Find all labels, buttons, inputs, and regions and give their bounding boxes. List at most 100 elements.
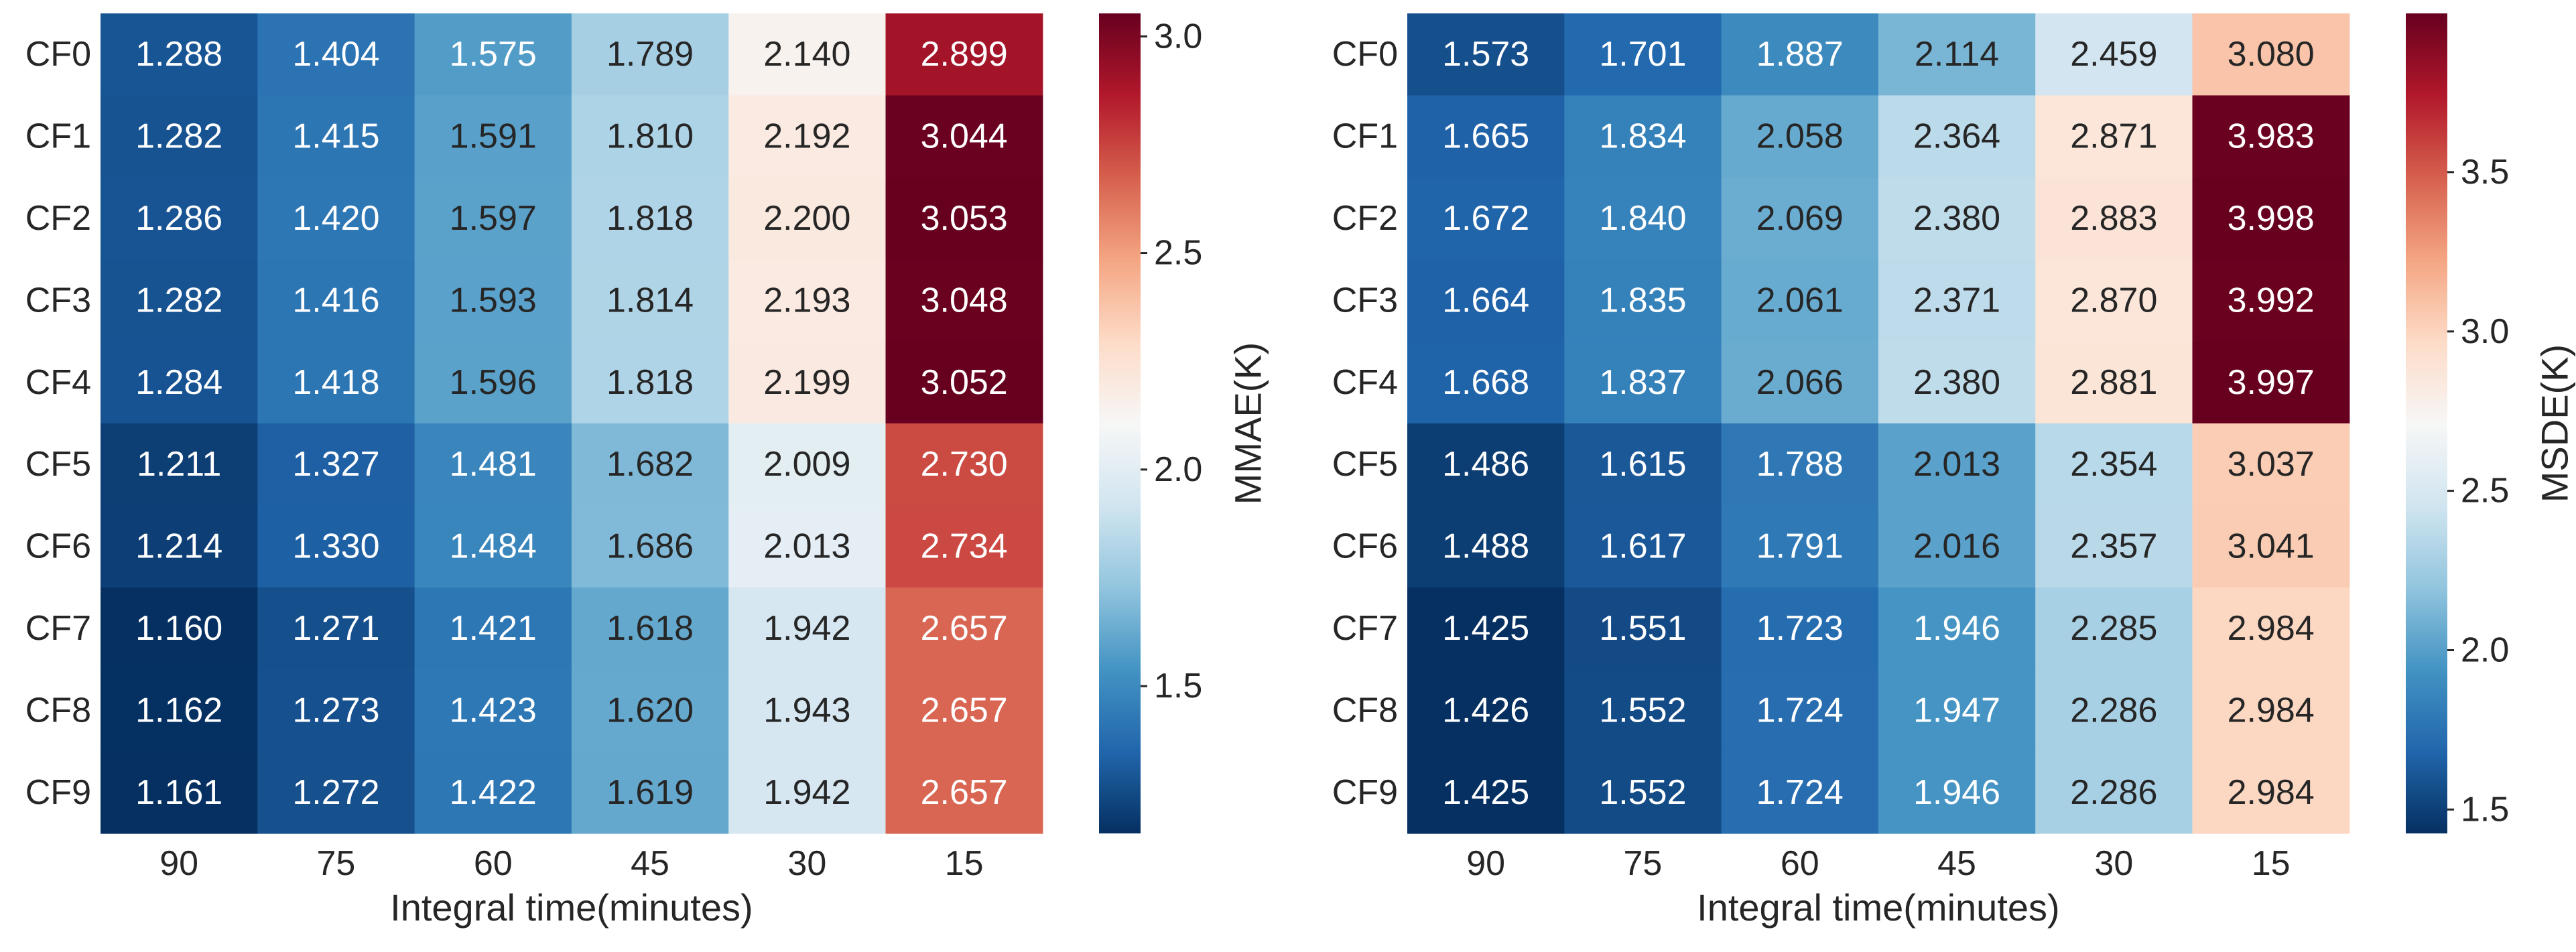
- cell-value-label: 3.041: [2228, 527, 2315, 566]
- cell-value-label: 1.426: [1442, 691, 1529, 730]
- cell-value-label: 1.330: [292, 527, 379, 566]
- cell-value-label: 1.789: [606, 35, 694, 74]
- cell-value-label: 1.791: [1756, 527, 1844, 566]
- cell-value-label: 1.814: [606, 281, 694, 320]
- cell-value-label: 3.053: [921, 199, 1008, 238]
- cell-value-label: 1.211: [137, 445, 221, 484]
- cell-value-label: 2.009: [763, 445, 850, 484]
- cell-value-label: 1.810: [606, 117, 694, 156]
- colorbar-gradient: [2406, 13, 2447, 833]
- cell-value-label: 2.984: [2228, 691, 2315, 730]
- cell-value-label: 1.837: [1599, 363, 1686, 402]
- y-tick-label: CF9: [25, 773, 91, 812]
- x-tick-label: 30: [2094, 844, 2133, 883]
- colorbar: 1.52.02.53.0MMAE(K): [1099, 13, 1269, 833]
- cell-value-label: 1.425: [1442, 609, 1529, 648]
- cell-value-label: 1.404: [292, 35, 379, 74]
- cell-value-label: 1.619: [606, 773, 694, 812]
- cell-value-label: 1.665: [1442, 117, 1529, 156]
- cell-value-label: 1.273: [292, 691, 379, 730]
- figure: 1.288 1.404 1.575 1.789 2.140 2.899 1.282 1.415…: [0, 0, 2576, 949]
- cell-value-label: 2.899: [921, 35, 1008, 74]
- y-tick-label: CF3: [25, 281, 91, 320]
- cell-value-label: 1.282: [135, 281, 222, 320]
- cell-value-label: 3.044: [921, 117, 1008, 156]
- y-tick-label: CF0: [1332, 35, 1398, 74]
- x-tick-label: 75: [317, 844, 356, 883]
- cell-value-label: 1.288: [135, 35, 222, 74]
- x-axis-title: Integral time(minutes): [1697, 886, 2060, 929]
- heatmap-cells: 1.573 1.701 1.887 2.114 2.459 3.0801.665 1.834…: [1407, 13, 2349, 834]
- heatmap-panel-1: 1.288 1.404 1.575 1.789 2.140 2.8991.282 1.415…: [25, 13, 1269, 929]
- cell-value-label: 1.488: [1442, 527, 1529, 566]
- cell-value-label: 1.835: [1599, 281, 1686, 320]
- x-tick-label: 90: [159, 844, 198, 883]
- y-tick-label: CF4: [1332, 363, 1398, 402]
- y-tick-label: CF9: [1332, 773, 1398, 812]
- cell-value-label: 2.069: [1756, 199, 1844, 238]
- cell-value-label: 2.883: [2070, 199, 2157, 238]
- cell-value-label: 3.992: [2228, 281, 2315, 320]
- heatmap-panel-2: 1.573 1.701 1.887 2.114 2.459 3.0801.665 1.834…: [1332, 13, 2576, 929]
- y-axis: CF0CF1CF2CF3CF4CF5CF6CF7CF8CF9: [25, 35, 91, 812]
- cell-value-label: 2.114: [1915, 35, 1999, 74]
- cell-value-label: 1.552: [1599, 691, 1686, 730]
- cell-value-label: 1.284: [135, 363, 222, 402]
- cell-value-label: 1.942: [763, 609, 850, 648]
- colorbar-tick-label: 3.0: [2461, 312, 2509, 351]
- x-tick-label: 75: [1624, 844, 1663, 883]
- cell-value-label: 2.371: [1913, 281, 2000, 320]
- y-tick-label: CF6: [25, 527, 91, 566]
- cell-value-label: 2.657: [921, 773, 1008, 812]
- cell-value-label: 1.818: [606, 363, 694, 402]
- cell-value-label: 2.016: [1913, 527, 2000, 566]
- cell-value-label: 2.013: [763, 527, 850, 566]
- cell-value-label: 1.943: [763, 691, 850, 730]
- cell-value-label: 1.618: [606, 609, 694, 648]
- y-tick-label: CF8: [1332, 691, 1398, 730]
- cell-value-label: 1.946: [1913, 773, 2000, 812]
- cell-value-label: 2.200: [763, 199, 850, 238]
- cell-value-label: 2.657: [921, 609, 1008, 648]
- cell-value-label: 3.983: [2228, 117, 2315, 156]
- cell-value-label: 1.788: [1756, 445, 1844, 484]
- cell-value-label: 1.415: [292, 117, 379, 156]
- cell-value-label: 1.160: [135, 609, 222, 648]
- x-tick-label: 60: [474, 844, 513, 883]
- x-tick-label: 30: [787, 844, 826, 883]
- x-tick-label: 15: [2252, 844, 2291, 883]
- cell-value-label: 1.668: [1442, 363, 1529, 402]
- cell-value-label: 2.066: [1756, 363, 1844, 402]
- colorbar-tick-label: 3.5: [2461, 153, 2509, 192]
- cell-value-label: 2.459: [2070, 35, 2157, 74]
- cell-value-label: 2.730: [921, 445, 1008, 484]
- heatmap-cells: 1.288 1.404 1.575 1.789 2.140 2.899 1.282 1.415…: [101, 13, 1043, 834]
- y-tick-label: CF7: [25, 609, 91, 648]
- cell-value-label: 1.422: [450, 773, 537, 812]
- cell-value-label: 2.193: [763, 281, 850, 320]
- cell-value-label: 1.593: [450, 281, 537, 320]
- colorbar-tick-label: 3.0: [1154, 17, 1202, 56]
- cell-value-label: 2.286: [2070, 773, 2157, 812]
- cell-value-label: 2.140: [763, 35, 850, 74]
- cell-value-label: 1.551: [1599, 609, 1686, 648]
- cell-value-label: 1.416: [292, 281, 379, 320]
- cell-value-label: 3.048: [921, 281, 1008, 320]
- colorbar-gradient: [1099, 13, 1141, 833]
- x-axis: 90 75 60 45 30 15 Integral time(minutes): [1466, 844, 2290, 929]
- cell-value-label: 2.881: [2070, 363, 2157, 402]
- cell-value-label: 1.724: [1756, 691, 1844, 730]
- cell-value-label: 1.420: [292, 199, 379, 238]
- cell-value-label: 1.664: [1442, 281, 1529, 320]
- cell-value-label: 1.615: [1599, 445, 1686, 484]
- y-tick-label: CF6: [1332, 527, 1398, 566]
- cell-value-label: 1.942: [763, 773, 850, 812]
- cell-value-label: 1.418: [292, 363, 379, 402]
- cell-value-label: 1.327: [292, 445, 379, 484]
- cell-value-label: 2.192: [763, 117, 850, 156]
- cell-value-label: 2.657: [921, 691, 1008, 730]
- cell-value-label: 1.724: [1756, 773, 1844, 812]
- cell-value-label: 2.870: [2070, 281, 2157, 320]
- cell-value-label: 1.484: [450, 527, 537, 566]
- cell-value-label: 2.380: [1913, 199, 2000, 238]
